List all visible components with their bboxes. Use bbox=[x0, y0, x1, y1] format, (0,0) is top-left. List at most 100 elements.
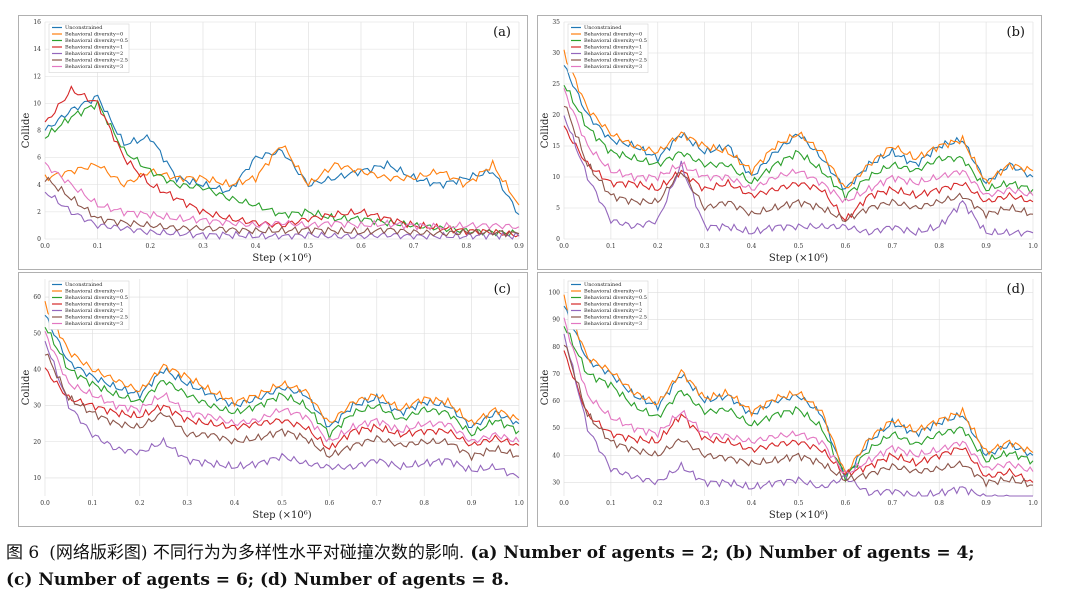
series-line-6 bbox=[563, 88, 1034, 204]
x-tick-label: 0.6 bbox=[356, 243, 366, 250]
series-line-3 bbox=[44, 85, 520, 238]
x-tick-label: 0.4 bbox=[251, 243, 261, 250]
legend-label: Behavioral diversity=3 bbox=[65, 64, 123, 70]
x-tick-label: 0.0 bbox=[559, 243, 569, 250]
x-tick-label: 0.5 bbox=[794, 243, 804, 250]
legend-label: Behavioral diversity=2 bbox=[584, 51, 642, 57]
x-tick-label: 0.6 bbox=[841, 500, 851, 507]
caption-label: 图 6 bbox=[6, 543, 40, 563]
legend-label: Behavioral diversity=1 bbox=[584, 45, 642, 51]
x-tick-label: 0.2 bbox=[146, 243, 156, 250]
series-line-3 bbox=[563, 350, 1034, 483]
legend-label: Unconstrained bbox=[65, 282, 103, 288]
y-tick-label: 6 bbox=[37, 155, 41, 162]
y-tick-label: 25 bbox=[552, 81, 560, 88]
x-tick-label: 0.3 bbox=[700, 500, 710, 507]
y-tick-label: 5 bbox=[556, 205, 560, 212]
x-tick-label: 0.1 bbox=[606, 500, 616, 507]
legend-label: Behavioral diversity=0 bbox=[584, 289, 642, 295]
legend-box bbox=[48, 23, 130, 73]
series-line-2 bbox=[44, 326, 520, 441]
panel-label: (c) bbox=[494, 282, 511, 297]
y-tick-label: 40 bbox=[33, 366, 41, 373]
x-axis-title: Step (×10⁶) bbox=[769, 253, 828, 264]
series-line-3 bbox=[563, 125, 1034, 222]
y-axis-title: Collide bbox=[540, 113, 551, 149]
legend-label: Behavioral diversity=2.5 bbox=[65, 58, 128, 64]
legend-label: Behavioral diversity=3 bbox=[584, 64, 642, 70]
y-tick-label: 0 bbox=[37, 236, 41, 243]
x-tick-label: 0.7 bbox=[372, 500, 382, 507]
y-axis-title: Collide bbox=[21, 113, 32, 149]
y-tick-label: 4 bbox=[37, 182, 41, 189]
legend-label: Behavioral diversity=2 bbox=[584, 308, 642, 314]
x-tick-label: 0.0 bbox=[559, 500, 569, 507]
series-line-6 bbox=[44, 162, 520, 231]
series-line-4 bbox=[563, 115, 1034, 237]
y-axis-title: Collide bbox=[540, 370, 551, 406]
x-tick-label: 0.3 bbox=[700, 243, 710, 250]
legend-label: Behavioral diversity=2.5 bbox=[584, 315, 647, 321]
x-tick-label: 0.3 bbox=[182, 500, 192, 507]
legend-label: Behavioral diversity=1 bbox=[65, 302, 123, 308]
x-tick-label: 0.4 bbox=[747, 500, 757, 507]
y-tick-label: 2 bbox=[37, 209, 41, 216]
x-tick-label: 0.2 bbox=[135, 500, 145, 507]
x-axis-title: Step (×10⁶) bbox=[252, 510, 311, 521]
y-tick-label: 16 bbox=[33, 19, 41, 26]
series-line-5 bbox=[44, 176, 520, 238]
y-tick-label: 60 bbox=[552, 398, 560, 405]
x-tick-label: 0.8 bbox=[934, 243, 944, 250]
series-line-5 bbox=[563, 105, 1034, 223]
x-tick-label: 0.8 bbox=[934, 500, 944, 507]
series-line-6 bbox=[44, 330, 520, 444]
x-tick-label: 0.9 bbox=[514, 243, 524, 250]
legend-box bbox=[48, 280, 130, 330]
caption-title: (网络版彩图) 不同行为为多样性水平对碰撞次数的影响. bbox=[49, 543, 465, 563]
panel-label: (a) bbox=[493, 25, 511, 40]
y-tick-label: 70 bbox=[552, 371, 560, 378]
x-tick-label: 0.0 bbox=[40, 243, 50, 250]
x-tick-label: 0.1 bbox=[93, 243, 103, 250]
caption-line-2: (c) Number of agents = 6; (d) Number of … bbox=[6, 570, 510, 590]
chart-c: 0.0 0.1 0.2 0.3 0.4 0.5 0.6 0.7 0.8 0.9 1.0 10 20 30 4… bbox=[21, 279, 524, 521]
x-axis-title: Step (×10⁶) bbox=[769, 510, 828, 521]
legend-label: Behavioral diversity=2.5 bbox=[65, 315, 128, 321]
y-tick-label: 10 bbox=[552, 174, 560, 181]
x-tick-label: 0.3 bbox=[198, 243, 208, 250]
legend-label: Behavioral diversity=1 bbox=[65, 45, 123, 51]
series-line-1 bbox=[44, 145, 520, 206]
caption-line-1: 图 6 (网络版彩图) 不同行为为多样性水平对碰撞次数的影响. (a) Number… bbox=[6, 540, 1074, 567]
x-tick-label: 0.2 bbox=[653, 500, 663, 507]
x-tick-label: 0.1 bbox=[606, 243, 616, 250]
series-line-0 bbox=[44, 94, 520, 216]
series-line-6 bbox=[563, 317, 1034, 475]
series-line-2 bbox=[44, 99, 520, 237]
legend-label: Behavioral diversity=0 bbox=[65, 289, 123, 295]
y-tick-label: 30 bbox=[552, 479, 560, 486]
x-tick-label: 0.5 bbox=[794, 500, 804, 507]
x-tick-label: 0.6 bbox=[841, 243, 851, 250]
x-tick-label: 0.9 bbox=[981, 243, 991, 250]
y-tick-label: 20 bbox=[552, 112, 560, 119]
y-tick-label: 10 bbox=[33, 100, 41, 107]
caption-parts-1: (a) Number of agents = 2; (b) Number of … bbox=[470, 543, 975, 563]
y-tick-label: 20 bbox=[33, 439, 41, 446]
x-tick-label: 0.6 bbox=[325, 500, 335, 507]
legend-label: Unconstrained bbox=[584, 282, 622, 288]
legend-label: Behavioral diversity=3 bbox=[65, 321, 123, 327]
series-line-4 bbox=[44, 340, 520, 479]
series-line-1 bbox=[563, 294, 1034, 473]
y-tick-label: 50 bbox=[33, 330, 41, 337]
y-axis-title: Collide bbox=[21, 370, 32, 406]
y-tick-label: 80 bbox=[552, 344, 560, 351]
legend-box bbox=[567, 280, 649, 330]
legend-label: Behavioral diversity=2 bbox=[65, 308, 123, 314]
x-tick-label: 0.8 bbox=[462, 243, 472, 250]
x-tick-label: 0.9 bbox=[981, 500, 991, 507]
y-tick-label: 100 bbox=[549, 290, 561, 297]
